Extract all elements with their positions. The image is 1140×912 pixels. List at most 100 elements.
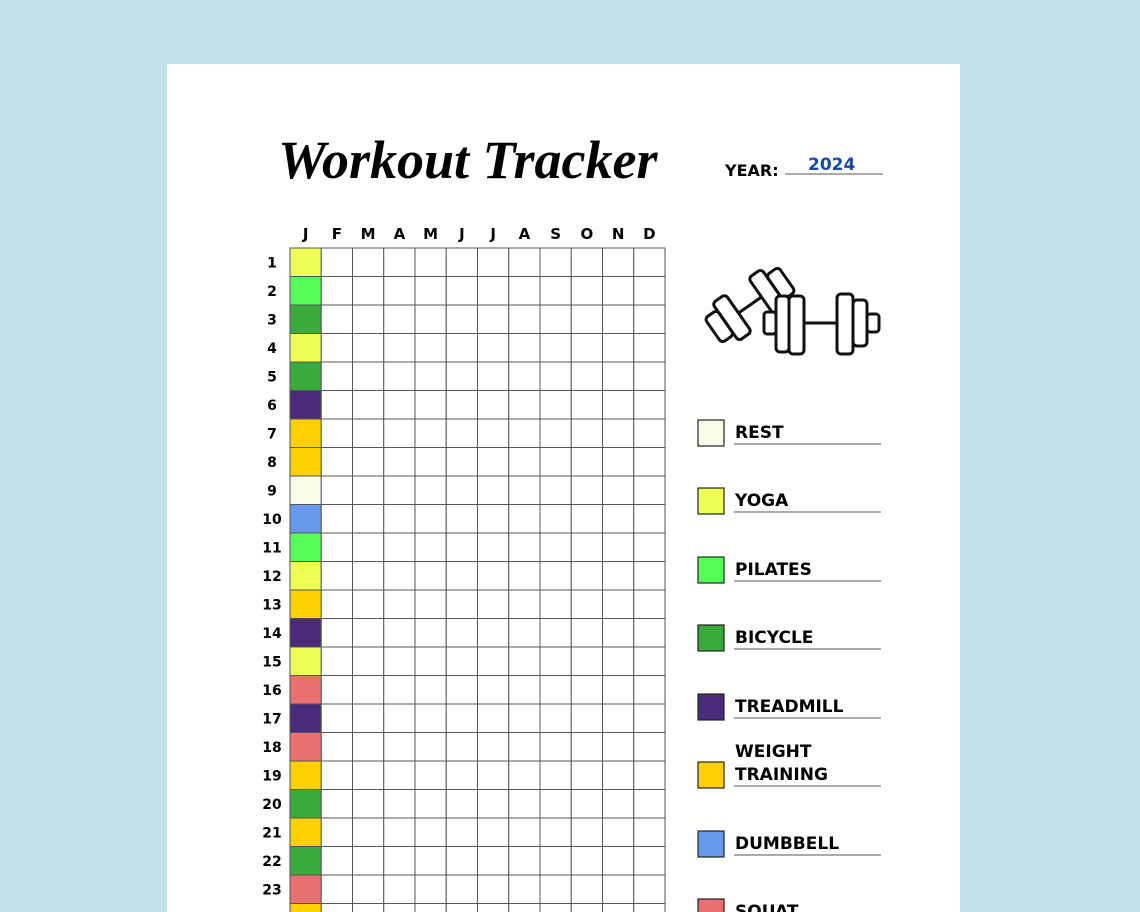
grid-cell xyxy=(602,589,635,619)
grid-cell xyxy=(289,846,322,876)
grid-cell xyxy=(414,874,447,904)
grid-cell xyxy=(508,732,541,762)
grid-cell xyxy=(320,817,353,847)
grid-cell xyxy=(508,618,541,648)
grid-cell xyxy=(320,703,353,733)
legend-swatch xyxy=(697,898,725,912)
grid-cell xyxy=(289,361,322,391)
grid-cell xyxy=(445,247,478,277)
grid-cell xyxy=(570,817,603,847)
grid-cell xyxy=(289,817,322,847)
grid-cell xyxy=(414,732,447,762)
grid-cell xyxy=(445,817,478,847)
grid-cell xyxy=(633,903,666,912)
grid-cell xyxy=(414,504,447,534)
grid-cell xyxy=(320,561,353,591)
day-label: 3 xyxy=(267,312,277,328)
grid-cell xyxy=(602,304,635,334)
grid-cell xyxy=(602,418,635,448)
grid-cell xyxy=(383,561,416,591)
grid-cell xyxy=(352,304,385,334)
grid-cell xyxy=(383,247,416,277)
grid-cell xyxy=(352,276,385,306)
grid-cell xyxy=(508,532,541,562)
grid-cell xyxy=(352,561,385,591)
month-label: F xyxy=(332,225,342,243)
grid-cell xyxy=(383,703,416,733)
grid-cell xyxy=(320,390,353,420)
legend-swatch xyxy=(697,556,725,584)
grid-cell xyxy=(320,304,353,334)
grid-cell xyxy=(633,646,666,676)
grid-cell xyxy=(445,789,478,819)
grid-cell xyxy=(477,475,510,505)
day-label: 15 xyxy=(262,654,281,670)
grid-cell xyxy=(539,504,572,534)
grid-cell xyxy=(414,532,447,562)
grid-cell xyxy=(445,903,478,912)
grid-cell xyxy=(539,760,572,790)
grid-cell xyxy=(570,532,603,562)
grid-cell xyxy=(445,675,478,705)
grid-cell xyxy=(602,789,635,819)
day-label: 12 xyxy=(262,569,281,585)
grid-cell xyxy=(445,561,478,591)
grid-cell xyxy=(633,418,666,448)
day-label: 19 xyxy=(262,768,281,784)
grid-cell xyxy=(414,789,447,819)
grid-cell xyxy=(602,646,635,676)
day-label: 17 xyxy=(262,711,281,727)
day-label: 18 xyxy=(262,740,281,756)
grid-cell xyxy=(570,561,603,591)
grid-cell xyxy=(414,247,447,277)
legend-swatch xyxy=(697,419,725,447)
grid-cell xyxy=(320,504,353,534)
day-label: 11 xyxy=(262,540,281,556)
day-label: 24 xyxy=(262,911,282,912)
grid-cell xyxy=(383,276,416,306)
grid-cell xyxy=(352,390,385,420)
grid-cell xyxy=(602,618,635,648)
month-label: A xyxy=(394,225,406,243)
grid-cell xyxy=(633,817,666,847)
grid-cell xyxy=(352,475,385,505)
grid-cell xyxy=(414,561,447,591)
grid-cell xyxy=(539,333,572,363)
legend-label: PILATES xyxy=(735,560,812,580)
grid-cell xyxy=(508,789,541,819)
grid-cell xyxy=(445,504,478,534)
grid-cell xyxy=(383,846,416,876)
grid-cell xyxy=(414,589,447,619)
grid-cell xyxy=(289,789,322,819)
grid-cell xyxy=(320,903,353,912)
grid-cell xyxy=(633,361,666,391)
grid-cell xyxy=(633,247,666,277)
grid-cell xyxy=(508,817,541,847)
grid-cell xyxy=(352,846,385,876)
grid-cell xyxy=(320,675,353,705)
grid-cell xyxy=(289,475,322,505)
grid-cell xyxy=(539,675,572,705)
grid-cell xyxy=(570,247,603,277)
grid-cell xyxy=(539,703,572,733)
grid-cell xyxy=(445,760,478,790)
day-label: 2 xyxy=(267,284,277,300)
grid-cell xyxy=(289,874,322,904)
month-label: M xyxy=(423,225,438,243)
grid-cell xyxy=(539,361,572,391)
grid-cell xyxy=(445,304,478,334)
grid-cell xyxy=(508,589,541,619)
day-label: 14 xyxy=(262,626,282,642)
grid-cell xyxy=(539,646,572,676)
month-label: D xyxy=(643,225,655,243)
legend-label: TREADMILL xyxy=(735,697,844,717)
grid-cell xyxy=(539,732,572,762)
grid-cell xyxy=(633,675,666,705)
dumbbell-icon xyxy=(704,266,881,356)
grid-cell xyxy=(508,247,541,277)
grid-cell xyxy=(477,618,510,648)
legend-label: YOGA xyxy=(734,491,789,511)
grid-cell xyxy=(508,475,541,505)
grid-cell xyxy=(289,646,322,676)
